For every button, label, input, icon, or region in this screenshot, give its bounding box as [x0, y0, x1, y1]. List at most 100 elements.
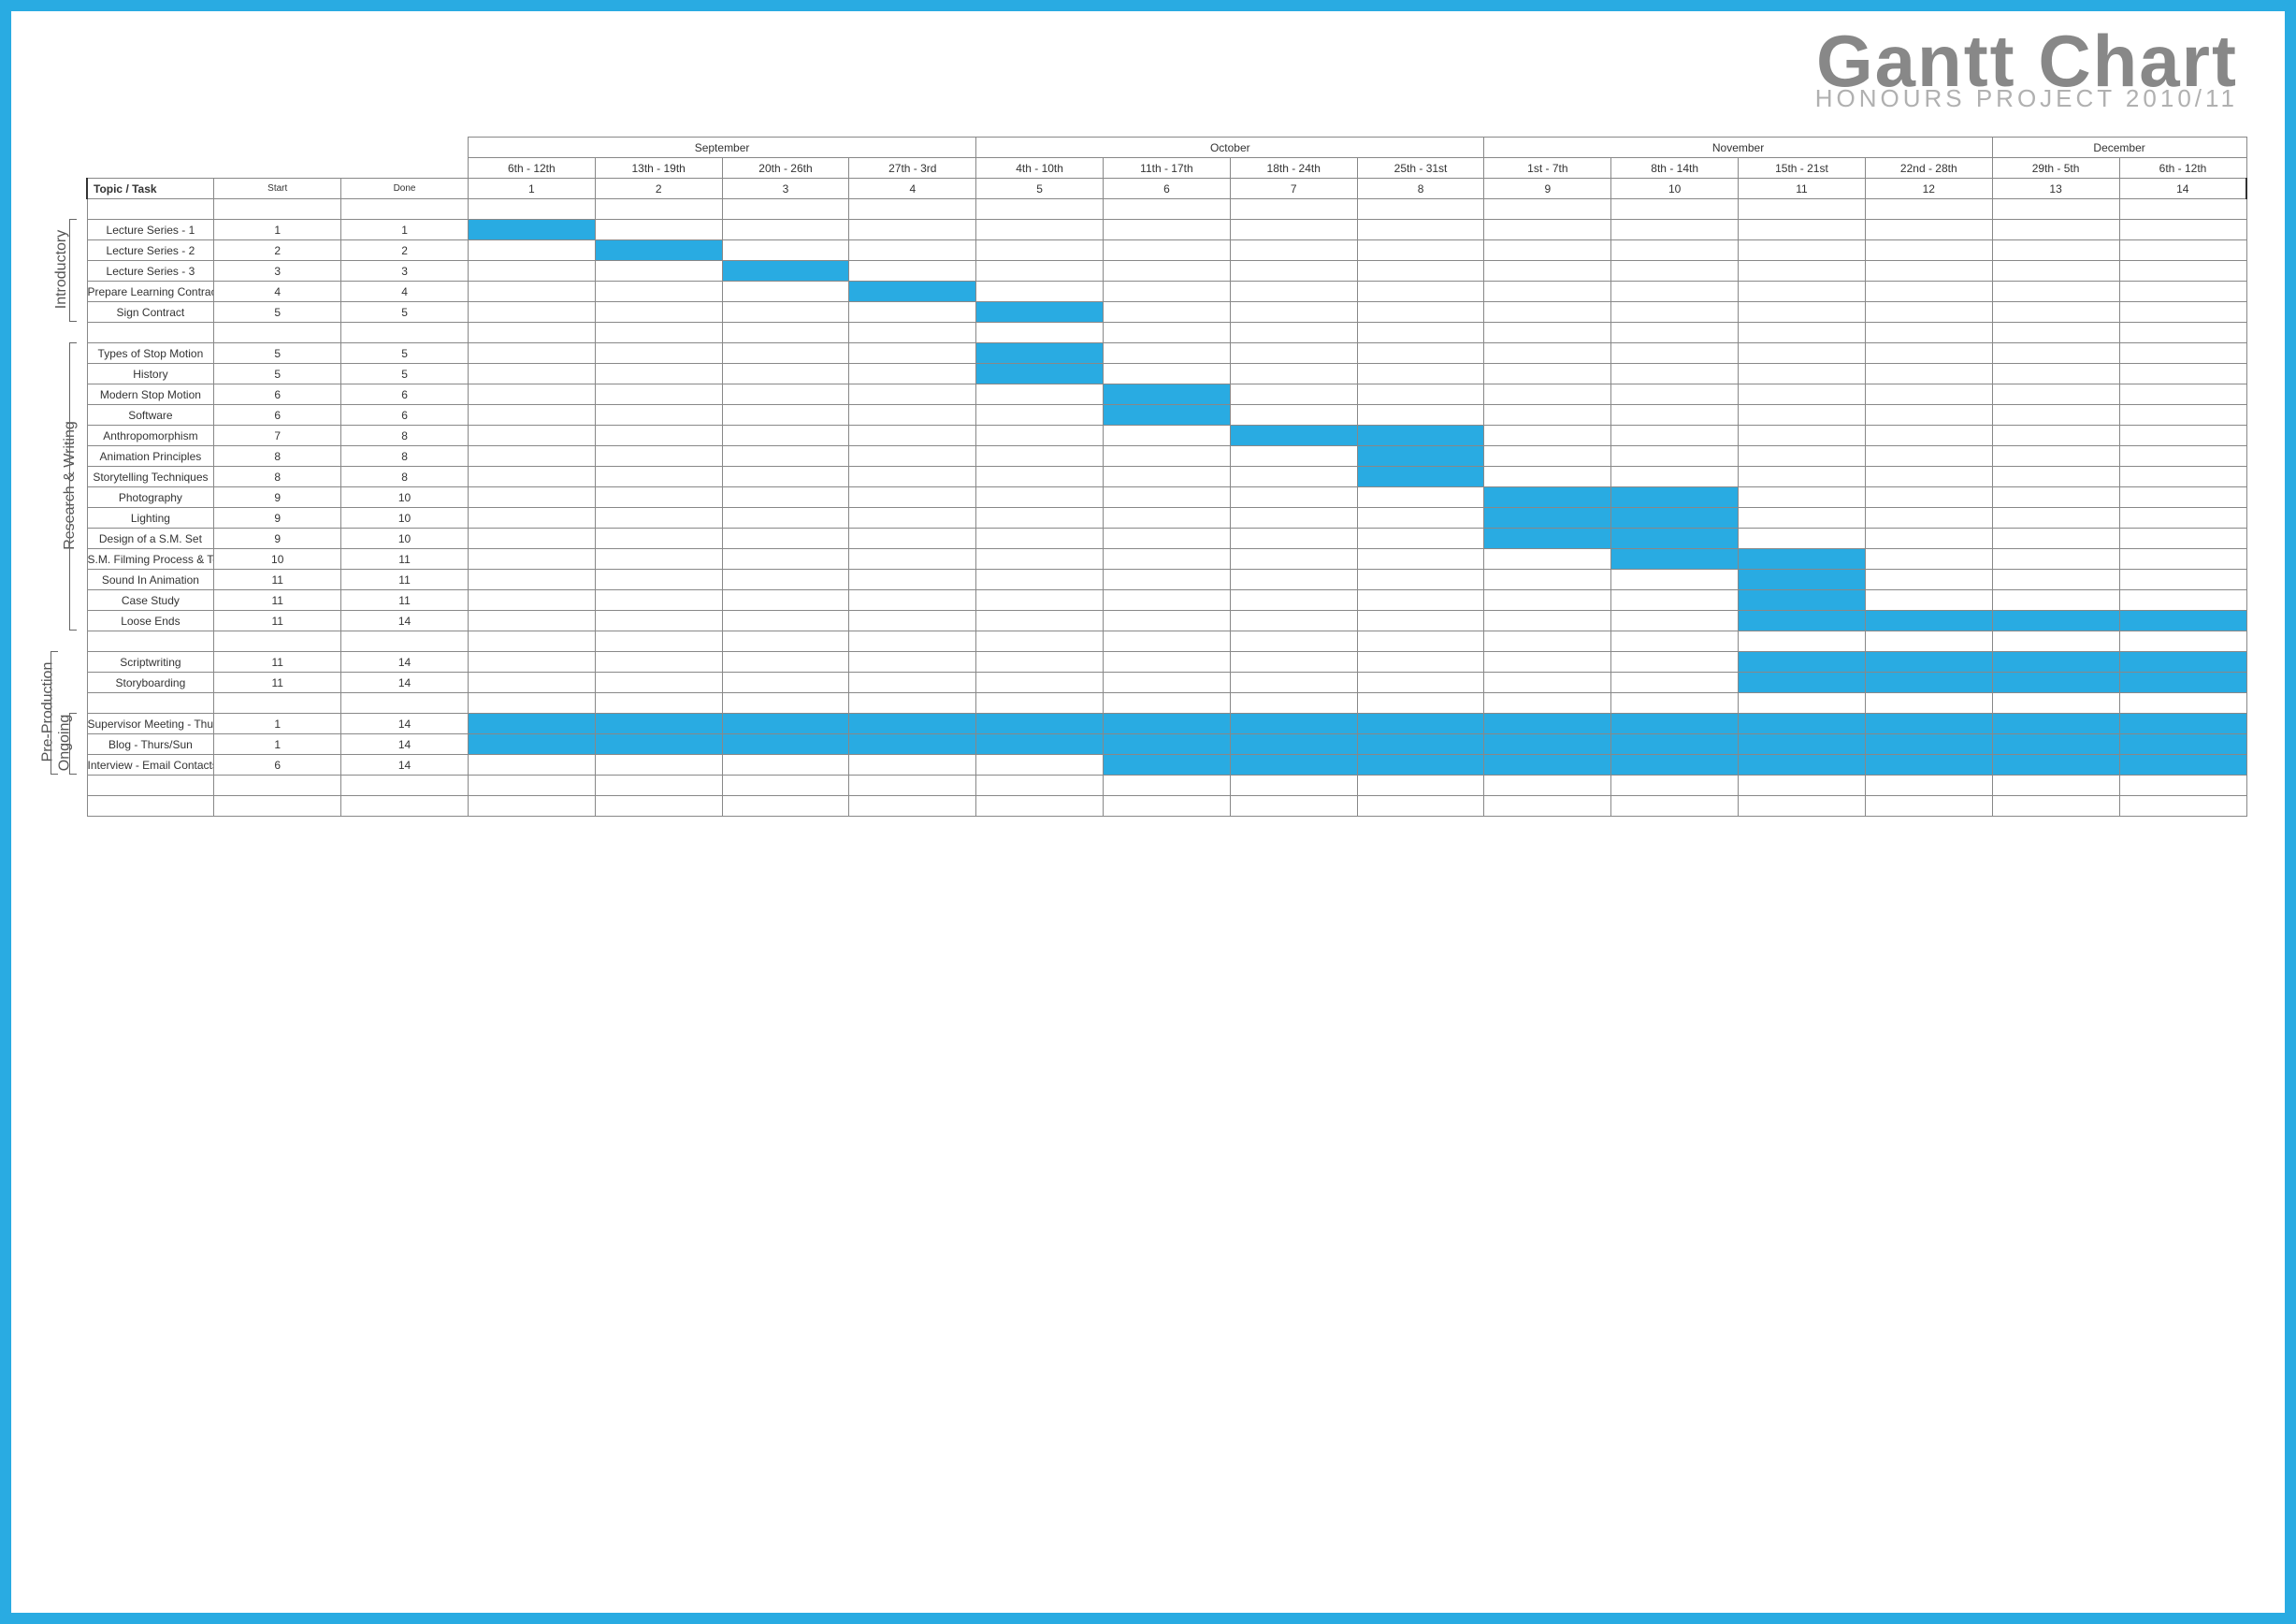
gantt-bar-cell	[1611, 714, 1739, 734]
week-cell	[1104, 673, 1231, 693]
gantt-bar-cell	[1484, 529, 1611, 549]
start-cell: 7	[214, 426, 341, 446]
week-cell	[595, 570, 722, 590]
gantt-bar-cell	[1230, 714, 1357, 734]
week-cell	[1865, 220, 1992, 240]
week-cell	[849, 384, 976, 405]
week-cell	[468, 426, 595, 446]
gantt-bar-cell	[1611, 549, 1739, 570]
start-cell: 1	[214, 714, 341, 734]
start-cell: 6	[214, 405, 341, 426]
week-number: 11	[1739, 179, 1866, 199]
spacer-row	[87, 631, 2246, 652]
gantt-bar-cell	[1865, 755, 1992, 776]
week-cell	[1865, 508, 1992, 529]
week-cell	[976, 529, 1104, 549]
week-cell	[1992, 282, 2119, 302]
done-cell: 11	[341, 549, 469, 570]
gantt-bar-cell	[1739, 570, 1866, 590]
week-cell	[1611, 426, 1739, 446]
week-cell	[722, 302, 849, 323]
week-cell	[1484, 426, 1611, 446]
done-cell: 14	[341, 673, 469, 693]
week-cell	[1739, 343, 1866, 364]
week-cell	[1865, 529, 1992, 549]
task-name-cell: Loose Ends	[87, 611, 214, 631]
start-cell: 5	[214, 364, 341, 384]
week-range: 25th - 31st	[1357, 158, 1484, 179]
week-cell	[1104, 652, 1231, 673]
week-number: 2	[595, 179, 722, 199]
week-cell	[976, 384, 1104, 405]
week-cell	[1992, 343, 2119, 364]
gantt-bar-cell	[1104, 714, 1231, 734]
week-cell	[722, 487, 849, 508]
week-cell	[976, 487, 1104, 508]
week-cell	[1865, 261, 1992, 282]
task-name-cell: Lecture Series - 1	[87, 220, 214, 240]
gantt-bar-cell	[976, 302, 1104, 323]
week-cell	[1992, 529, 2119, 549]
week-cell	[849, 426, 976, 446]
done-header: Done	[341, 179, 469, 199]
done-cell: 8	[341, 467, 469, 487]
gantt-bar-cell	[1104, 755, 1231, 776]
week-cell	[1230, 508, 1357, 529]
task-name-cell: Supervisor Meeting - Thurs	[87, 714, 214, 734]
task-row: Scriptwriting1114	[87, 652, 2246, 673]
task-name-cell: Software	[87, 405, 214, 426]
start-cell: 2	[214, 240, 341, 261]
task-name-cell: S.M. Filming Process & Techniques	[87, 549, 214, 570]
week-cell	[468, 755, 595, 776]
week-cell	[1357, 261, 1484, 282]
week-number: 5	[976, 179, 1104, 199]
week-cell	[1992, 487, 2119, 508]
week-cell	[722, 673, 849, 693]
week-cell	[1739, 220, 1866, 240]
week-cell	[1739, 487, 1866, 508]
week-number: 13	[1992, 179, 2119, 199]
week-cell	[849, 508, 976, 529]
gantt-bar-cell	[1611, 734, 1739, 755]
week-cell	[1357, 364, 1484, 384]
week-cell	[1104, 282, 1231, 302]
week-cell	[976, 652, 1104, 673]
task-row: Modern Stop Motion66	[87, 384, 2246, 405]
week-cell	[1230, 467, 1357, 487]
week-range: 4th - 10th	[976, 158, 1104, 179]
week-number: 14	[2119, 179, 2246, 199]
week-cell	[468, 549, 595, 570]
gantt-bar-cell	[1992, 734, 2119, 755]
week-cell	[1230, 261, 1357, 282]
task-row: Lecture Series - 333	[87, 261, 2246, 282]
week-cell	[1357, 549, 1484, 570]
week-cell	[1484, 549, 1611, 570]
week-cell	[1104, 302, 1231, 323]
task-row: Lecture Series - 222	[87, 240, 2246, 261]
week-cell	[1739, 446, 1866, 467]
chart-area: IntroductoryResearch & WritingPre-Produc…	[49, 137, 2247, 817]
week-cell	[722, 426, 849, 446]
task-name-cell: Modern Stop Motion	[87, 384, 214, 405]
week-cell	[2119, 405, 2246, 426]
done-cell: 10	[341, 487, 469, 508]
week-cell	[722, 590, 849, 611]
task-row: Loose Ends1114	[87, 611, 2246, 631]
week-cell	[976, 590, 1104, 611]
week-cell	[849, 343, 976, 364]
week-cell	[1484, 282, 1611, 302]
start-cell: 9	[214, 487, 341, 508]
week-number: 1	[468, 179, 595, 199]
week-cell	[976, 220, 1104, 240]
task-row: History55	[87, 364, 2246, 384]
week-cell	[849, 405, 976, 426]
task-name-cell: Scriptwriting	[87, 652, 214, 673]
gantt-bar-cell	[1611, 487, 1739, 508]
week-cell	[849, 590, 976, 611]
task-row: Types of Stop Motion55	[87, 343, 2246, 364]
week-cell	[722, 652, 849, 673]
week-cell	[1230, 405, 1357, 426]
gantt-bar-cell	[1484, 734, 1611, 755]
week-cell	[976, 570, 1104, 590]
done-cell: 11	[341, 570, 469, 590]
